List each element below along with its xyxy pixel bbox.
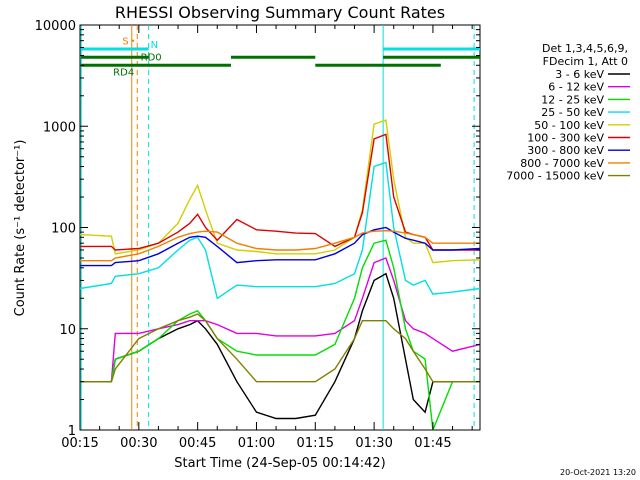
x-tick-label-3: 01:00: [238, 436, 275, 451]
y-axis-ticks: 1 10 100 1000 10000: [35, 19, 480, 439]
x-tick-label-4: 01:15: [297, 436, 334, 451]
vertical-markers: [80, 25, 475, 430]
series-line-5: [80, 133, 480, 251]
y-tick-label-4: 10000: [35, 19, 76, 34]
series-line-3: [79, 161, 481, 300]
x-tick-label-1: 00:30: [120, 436, 157, 451]
status-label-rd0: RD0: [141, 52, 162, 63]
legend-header-line-1: Det 1,3,4,5,6,9,: [542, 42, 628, 55]
legend-label-5: 100 - 300 keV: [527, 132, 604, 145]
series-lines: [79, 119, 481, 431]
series-line-2: [80, 239, 480, 431]
x-axis-label: Start Time (24-Sep-05 00:14:42): [174, 456, 385, 471]
timestamp: 20-Oct-2021 13:20: [560, 468, 636, 477]
plot-frame: [79, 24, 481, 431]
legend-label-2: 12 - 25 keV: [541, 93, 604, 106]
legend-label-1: 6 - 12 keV: [548, 81, 604, 94]
x-tick-label-0: 00:15: [61, 436, 98, 451]
status-label-s: S: [122, 37, 128, 48]
series-line-4: [79, 119, 481, 264]
legend-label-0: 3 - 6 keV: [555, 68, 604, 81]
x-tick-label-5: 01:30: [355, 436, 392, 451]
x-tick-label-6: 01:45: [414, 436, 451, 451]
y-tick-label-0: 1: [68, 424, 76, 439]
y-axis-label: Count Rate (s⁻¹ detector⁻¹): [13, 140, 28, 317]
legend-label-4: 50 - 100 keV: [534, 119, 604, 132]
legend-label-3: 25 - 50 keV: [541, 106, 604, 119]
chart-title: RHESSI Observing Summary Count Rates: [115, 3, 445, 22]
y-tick-label-2: 100: [51, 222, 76, 237]
legend-label-8: 7000 - 15000 keV: [506, 170, 604, 183]
y-tick-label-3: 1000: [43, 120, 76, 135]
series-line-0: [80, 272, 480, 420]
status-label-n: N: [151, 40, 158, 51]
status-label-rd4: RD4: [113, 67, 134, 78]
x-axis-ticks: 00:15 00:30 00:45 01:00 01:15 01:30 01:45: [61, 25, 473, 451]
series-line-1: [80, 257, 481, 383]
y-tick-label-1: 10: [59, 323, 76, 338]
series-line-8: [80, 313, 480, 383]
series-line-6: [80, 226, 481, 267]
x-tick-label-2: 00:45: [179, 436, 216, 451]
legend-header-line-2: FDecim 1, Att 0: [543, 55, 628, 68]
legend-label-6: 300 - 800 keV: [527, 144, 604, 157]
series-line-7: [80, 229, 480, 262]
legend: Det 1,3,4,5,6,9, FDecim 1, Att 0 3 - 6 k…: [506, 42, 630, 183]
legend-label-7: 800 - 7000 keV: [520, 157, 604, 170]
